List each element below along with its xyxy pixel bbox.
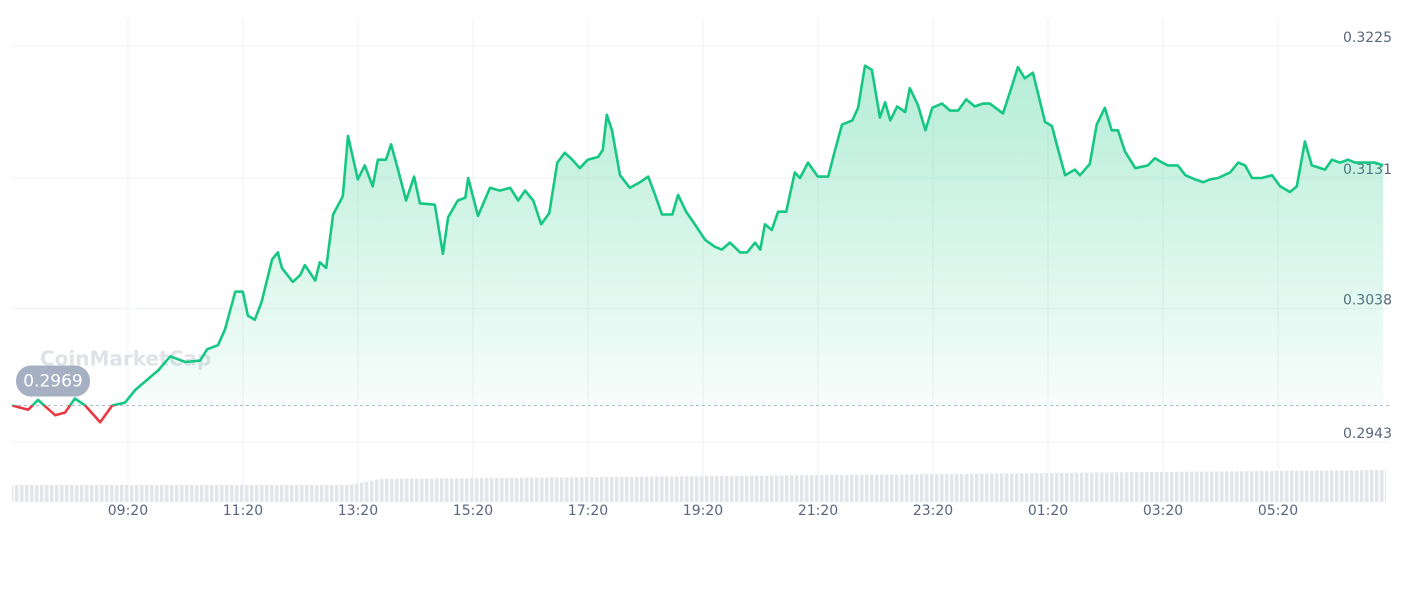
x-tick-label: 17:20 (568, 503, 608, 519)
y-tick-label: 0.3225 (1343, 30, 1392, 46)
x-tick-label: 01:20 (1028, 503, 1068, 519)
x-tick-label: 05:20 (1258, 503, 1298, 519)
price-line (11, 64, 1384, 424)
reference-badge (16, 365, 90, 397)
area (12, 65, 1384, 406)
x-tick-label: 21:20 (798, 503, 838, 519)
volume-band (12, 470, 1386, 502)
x-tick-label: 11:20 (223, 503, 263, 519)
x-tick-label: 13:20 (338, 503, 378, 519)
plot: 0.2969 (11, 64, 1390, 424)
x-tick-label: 19:20 (683, 503, 723, 519)
reference-label: 0.2969 (23, 371, 82, 391)
x-tick-label: 09:20 (108, 503, 148, 519)
x-tick-label: 23:20 (913, 503, 953, 519)
x-tick-label: 15:20 (453, 503, 493, 519)
y-tick-label: 0.2943 (1343, 426, 1392, 442)
x-tick-label: 03:20 (1143, 503, 1183, 519)
